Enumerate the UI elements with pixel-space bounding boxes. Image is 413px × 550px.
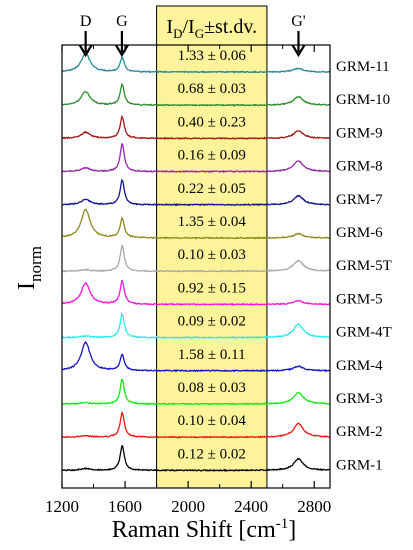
ratio-label-grm-10: 0.68 ± 0.03	[178, 81, 246, 97]
sample-label-grm-9: GRM-9	[336, 125, 383, 141]
peak-arrow-head	[291, 44, 306, 58]
ratio-label-grm-2: 0.10 ± 0.04	[178, 413, 247, 429]
sample-label-grm-10: GRM-10	[336, 92, 390, 108]
ratio-highlight-band	[156, 5, 268, 489]
ratio-label-grm-5: 0.92 ± 0.15	[178, 280, 246, 296]
ratio-label-grm-3: 0.08 ± 0.03	[178, 380, 246, 396]
plot-frame	[61, 44, 331, 489]
x-axis-title: Raman Shift [cm-1]	[112, 516, 296, 543]
x-tick-label-1600: 1600	[108, 497, 142, 516]
ratio-label-grm-4t: 0.09 ± 0.02	[178, 314, 246, 330]
sample-label-grm-2: GRM-2	[336, 424, 383, 440]
spectrum-line-grm-3	[61, 378, 331, 406]
x-tick-label-1200: 1200	[45, 497, 79, 516]
ratio-label-grm-1: 0.12 ± 0.02	[178, 446, 246, 462]
spectrum-line-grm-1	[61, 444, 331, 472]
ratio-header: ID/IG±st.dv.	[166, 16, 257, 41]
ratio-label-grm-8: 0.16 ± 0.09	[178, 148, 246, 164]
spectrum-line-grm-9	[61, 114, 331, 141]
spectrum-line-grm-5t	[61, 244, 331, 273]
x-tick-label-2400: 2400	[234, 497, 268, 516]
spectrum-line-grm-2	[62, 411, 331, 439]
spectrum-line-grm-4t	[61, 312, 331, 340]
spectrum-line-grm-6	[61, 208, 331, 240]
sample-label-grm-11: GRM-11	[336, 59, 390, 75]
spectrum-line-grm-7	[61, 178, 331, 207]
sample-label-grm-1: GRM-1	[336, 457, 383, 473]
spectrum-line-grm-5	[62, 279, 331, 306]
spectrum-line-grm-11	[61, 52, 331, 74]
spectrum-line-grm-8	[62, 143, 331, 174]
peak-arrow-head	[114, 44, 129, 58]
y-axis-title: Inorm	[14, 246, 45, 290]
peak-label-g: G	[116, 13, 128, 30]
sample-label-grm-7: GRM-7	[336, 192, 383, 208]
peak-label-d: D	[80, 13, 92, 30]
sample-label-grm-8: GRM-8	[336, 159, 383, 175]
x-tick-label-2800: 2800	[297, 497, 331, 516]
ratio-label-grm-9: 0.40 ± 0.23	[178, 114, 246, 130]
peak-arrow-head	[78, 44, 93, 58]
sample-label-grm-5t: GRM-5T	[336, 258, 392, 274]
sample-label-grm-6: GRM-6	[336, 225, 383, 241]
ratio-label-grm-6: 1.35 ± 0.04	[178, 214, 247, 230]
x-tick-label-2000: 2000	[171, 497, 205, 516]
ratio-label-grm-4: 1.58 ± 0.11	[178, 347, 246, 363]
ratio-label-grm-5t: 0.10 ± 0.03	[178, 247, 246, 263]
ratio-label-grm-7: 0.22 ± 0.05	[178, 181, 246, 197]
spectrum-line-grm-10	[61, 82, 331, 107]
sample-label-grm-3: GRM-3	[336, 391, 383, 407]
sample-label-grm-4: GRM-4	[336, 358, 383, 374]
sample-label-grm-5: GRM-5	[336, 291, 383, 307]
ratio-label-grm-11: 1.33 ± 0.06	[178, 48, 247, 64]
spectrum-line-grm-4	[61, 340, 331, 373]
sample-label-grm-4t: GRM-4T	[336, 325, 392, 341]
peak-label-gprime: G'	[291, 13, 306, 30]
